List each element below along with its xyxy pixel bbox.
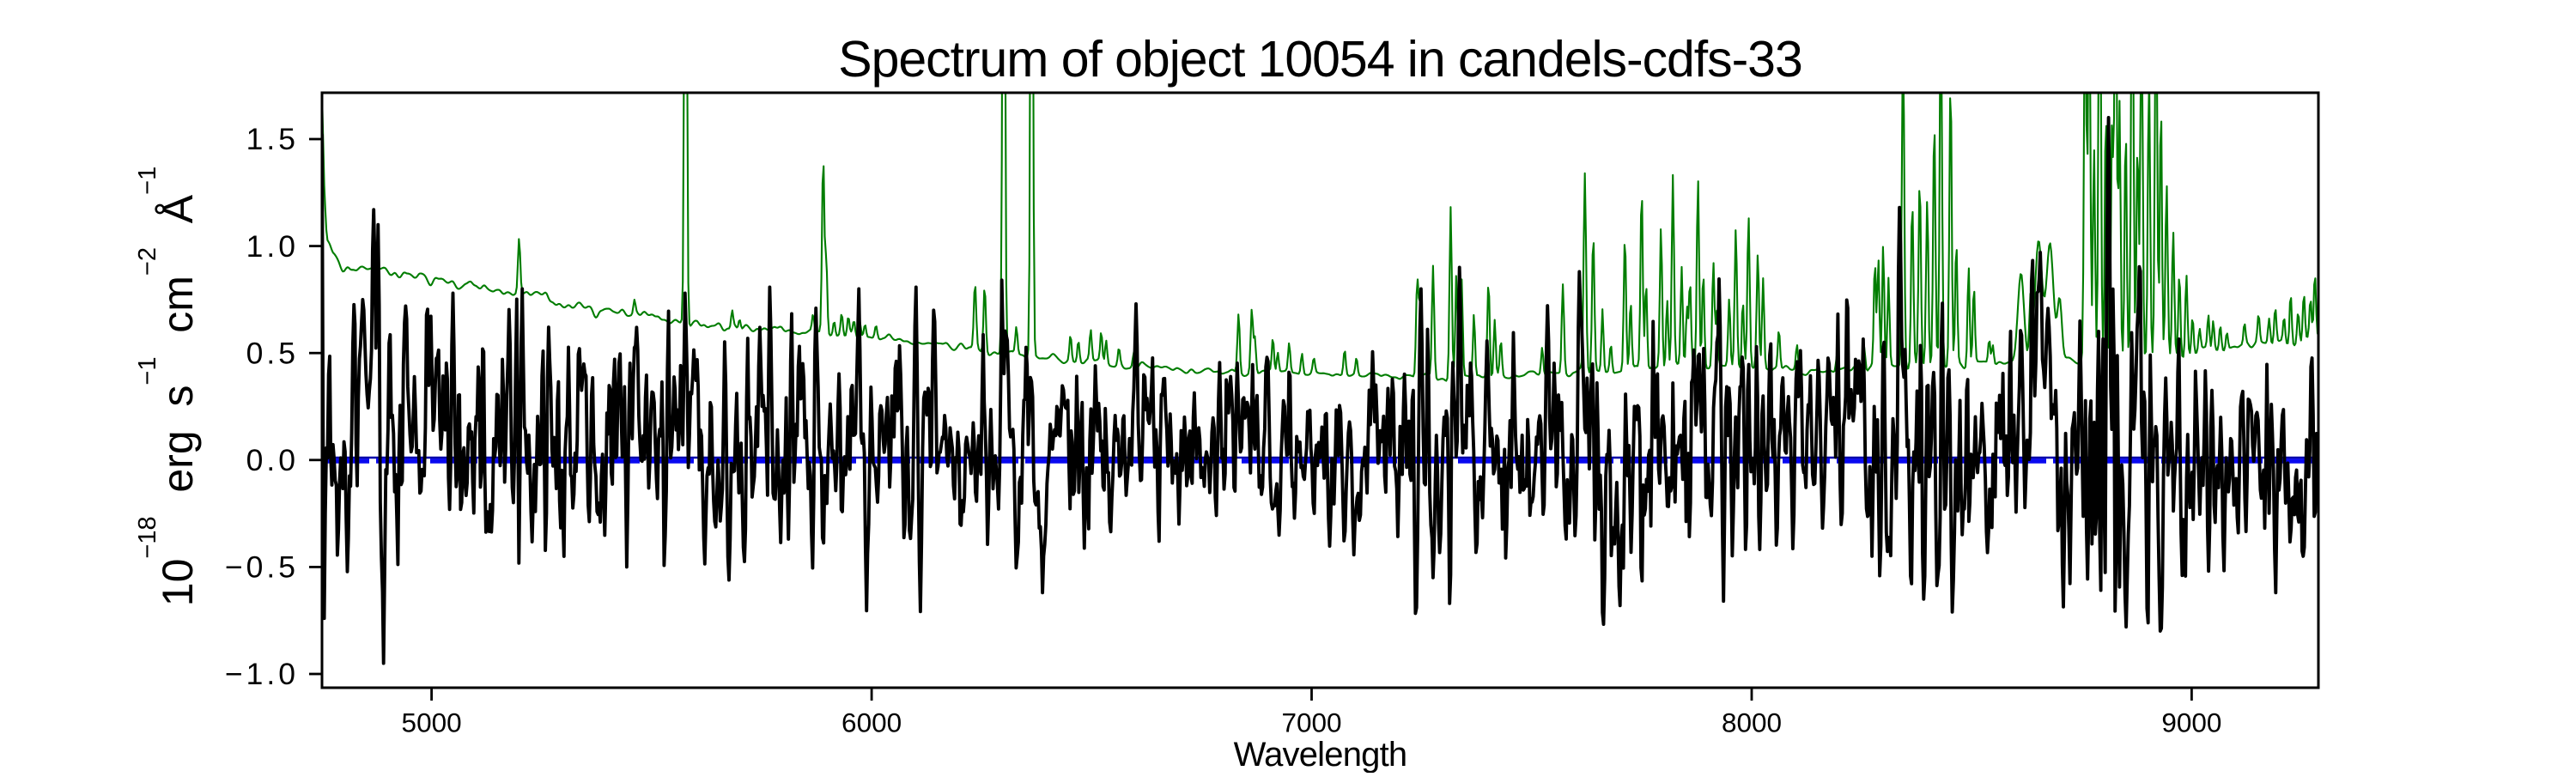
svg-text:1.0: 1.0 — [246, 229, 299, 264]
svg-text:Wavelength: Wavelength — [1234, 736, 1407, 773]
svg-text:0.0: 0.0 — [246, 443, 299, 477]
svg-text:7000: 7000 — [1281, 707, 1341, 738]
svg-text:8000: 8000 — [1722, 707, 1782, 738]
svg-text:6000: 6000 — [841, 707, 902, 738]
svg-text:0.5: 0.5 — [246, 336, 299, 370]
svg-text:−1.0: −1.0 — [225, 657, 299, 691]
svg-text:5000: 5000 — [402, 707, 462, 738]
svg-text:−0.5: −0.5 — [225, 550, 299, 585]
svg-text:1.5: 1.5 — [246, 122, 299, 156]
svg-text:9000: 9000 — [2161, 707, 2221, 738]
svg-text:Spectrum of object 10054 in ca: Spectrum of object 10054 in candels-cdfs… — [838, 31, 1801, 88]
